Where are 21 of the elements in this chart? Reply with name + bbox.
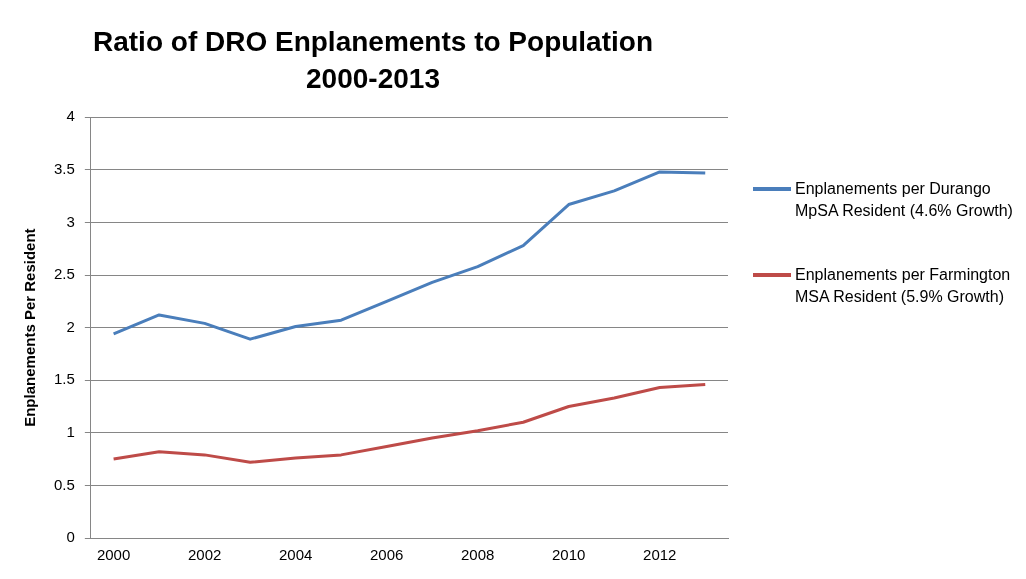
- y-tick-label: 1: [66, 422, 75, 440]
- y-axis-title: Enplanements Per Resident: [21, 228, 39, 427]
- y-tick-label: 2.5: [53, 265, 75, 283]
- x-tick-label: 2000: [96, 546, 131, 564]
- x-tick-label: 2004: [278, 546, 313, 564]
- y-tick-label: 1.5: [53, 370, 75, 388]
- y-tick-label: 3.5: [53, 159, 75, 177]
- x-tick-label: 2012: [643, 546, 677, 564]
- y-tick-label: 4: [66, 107, 75, 125]
- x-tick-label: 2006: [369, 546, 404, 564]
- x-tick-label: 2010: [552, 546, 586, 564]
- x-tick-label: 2002: [187, 546, 222, 564]
- legend-label: Enplanements per Farmington MSA Resident (5.9% Growth): [795, 265, 1012, 307]
- y-tick-label: 2: [66, 317, 75, 335]
- y-tick-label: 0: [66, 528, 75, 546]
- chart-subtitle: 2000-2013: [306, 63, 440, 95]
- y-tick-label: 0.5: [53, 475, 75, 493]
- x-tick-label: 2008: [461, 546, 495, 564]
- y-tick-label: 3: [66, 212, 75, 230]
- chart-title: Ratio of DRO Enplanements to Population: [93, 25, 653, 57]
- legend-label: Enplanements per Durango MpSA Resident (4.6% Growth): [795, 179, 1014, 221]
